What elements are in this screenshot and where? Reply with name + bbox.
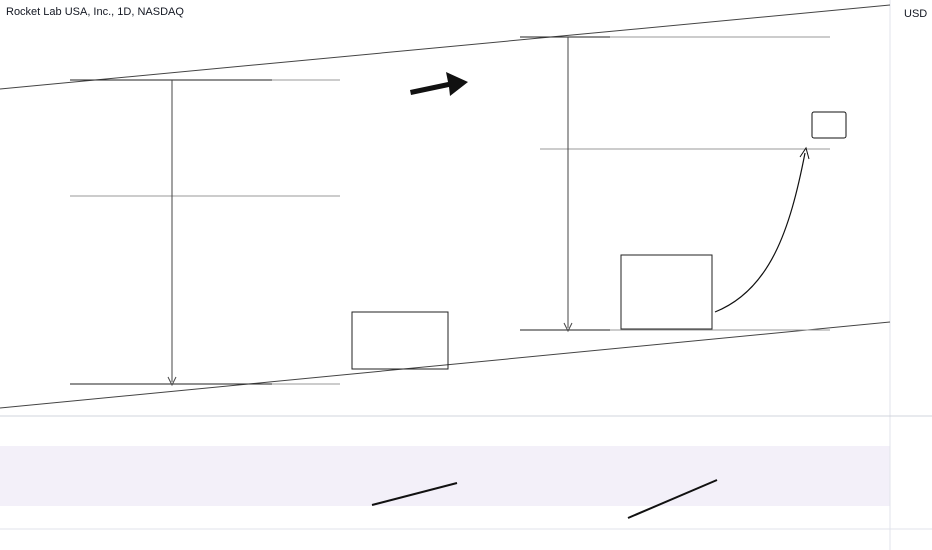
hl-line <box>371 482 458 506</box>
bottom-box <box>351 311 449 370</box>
target-arrow-head <box>799 146 810 160</box>
channel-top <box>0 4 891 90</box>
fib-right <box>520 36 830 333</box>
hl-line <box>627 479 718 519</box>
target-box <box>811 111 847 139</box>
channel-bottom <box>0 321 891 409</box>
bottom-box <box>620 254 713 330</box>
rsi-band <box>0 446 890 506</box>
channel-arrow <box>410 72 468 96</box>
chart-title: Rocket Lab USA, Inc., 1D, NASDAQ <box>6 6 184 18</box>
target-arrow <box>714 152 806 313</box>
axis-unit: USD <box>904 8 927 20</box>
fib-left <box>70 79 340 387</box>
